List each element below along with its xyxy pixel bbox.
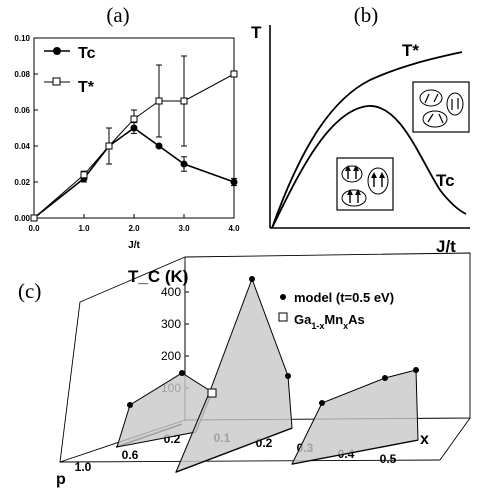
spin-pair-ellipse [422,110,448,128]
x-tick-label-a: 0.0 [28,224,40,233]
legend-label-model: model (t=0.5 eV) [294,290,394,305]
panel-b: (b) T J/t T* Tc [251,3,470,256]
z-tick-label-c: 200 [161,349,181,363]
y-tick-label-a: 0.06 [14,106,30,115]
p-axis-label-c: p [56,471,66,488]
data-point-tstar [30,214,38,222]
x-axis-label-c: x [420,431,429,448]
data-point-tstar [130,115,138,123]
y-tick-label-a: 0.04 [14,142,30,151]
x-axis-label-a: J/t [128,240,140,251]
data-points-c [127,276,419,408]
panel-a: (a) 0.0 1.0 2.0 3.0 4.0 0.00 0.02 0.04 0.06 0.08… [14,3,240,251]
x-tick-label-a: 3.0 [178,224,190,233]
inset-frame-high-j [412,81,470,133]
y-axis-a: 0.00 0.02 0.04 0.06 0.08 0.10 [14,34,38,223]
curve-label-tstar: T* [402,41,419,60]
spin-pair-ellipse [341,189,367,207]
legend-marker-model [280,294,286,300]
inset-aligned-spins [336,157,394,211]
panel-a-label: (a) [106,3,129,27]
series-line-tc [33,127,235,219]
spin-pair-ellipse [419,89,443,107]
p-tick-label-c: 0.6 [122,448,139,462]
y-tick-label-a: 0.00 [14,214,30,223]
legend-c: model (t=0.5 eV) Ga1-xMnxAs [278,290,394,331]
inset-frame-low-j [336,157,394,211]
data-point-model [413,367,419,373]
data-point-model [319,400,325,406]
data-point-tstar [105,142,113,150]
panel-c: (c) 100200300400 T_C (K) 0.10.20.30.40.5… [18,252,471,488]
z-tick-label-c: 300 [161,317,181,331]
panel-b-label: (b) [354,3,379,27]
tstar-curve [271,51,463,229]
x-tick-label-a: 4.0 [228,224,240,233]
curve-label-tc: Tc [436,171,455,190]
legend-marker-gamnas [278,312,288,322]
surface-right [291,369,419,465]
data-point-model [285,373,291,379]
spin-arrowheads [345,165,385,195]
z-tick-label-c: 400 [161,285,181,299]
x-axis-label-b: J/t [436,237,456,256]
data-point-gamnas [207,388,217,398]
series-line-tstar [33,73,235,219]
legend-a: Tc T* [44,45,96,96]
inset-random-spins [412,81,470,133]
data-point-tc [230,178,238,186]
y-tick-label-a: 0.02 [14,178,30,187]
spin-arrows [424,93,459,124]
x-tick-label-a: 1.0 [78,224,90,233]
data-point-tstar [230,70,238,78]
data-point-tstar [180,97,188,105]
x-tick-label-c: 0.5 [380,452,397,466]
p-tick-label-c: 1.0 [75,460,92,474]
surface-left [116,372,213,448]
surface-middle [175,277,293,473]
panel-c-label: (c) [18,279,41,303]
data-point-model [127,402,133,408]
y-tick-label-a: 0.08 [14,70,30,79]
legend-label-gamnas: Ga1-xMnxAs [294,312,365,331]
data-point-tstar [80,171,88,179]
legend-label-tstar: T* [78,79,95,96]
spin-pair-ellipse [367,167,389,195]
data-point-tc [155,142,163,150]
data-point-tc [180,160,188,168]
data-point-model [179,370,185,376]
legend-marker-tc [53,47,61,55]
data-point-model [382,375,388,381]
legend-marker-tstar [52,77,61,86]
data-point-tstar [155,97,163,105]
x-tick-label-a: 2.0 [128,224,140,233]
legend-label-tc: Tc [78,45,96,62]
series-a [30,55,238,222]
x-axis-a: 0.0 1.0 2.0 3.0 4.0 [28,214,240,233]
tc-curve [271,105,467,229]
spin-pair-ellipse [341,165,363,183]
y-tick-label-a: 0.10 [14,34,30,43]
spin-pair-ellipse [446,92,464,116]
data-point-model [249,276,255,282]
z-axis-label-c: T_C (K) [128,267,188,286]
y-axis-label-b: T [251,23,262,42]
